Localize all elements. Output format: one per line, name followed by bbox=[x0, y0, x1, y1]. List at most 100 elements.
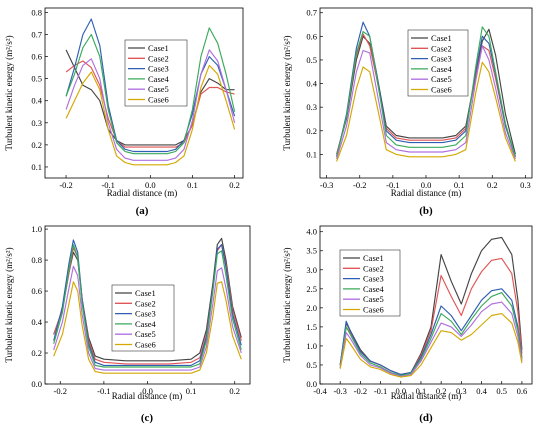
panel-label: (d) bbox=[419, 412, 433, 424]
y-tick-label: 3.0 bbox=[306, 265, 317, 275]
x-tick-label: -0.4 bbox=[313, 386, 327, 396]
series-line-case2 bbox=[336, 33, 516, 157]
legend-label: Case6 bbox=[431, 85, 452, 95]
series-line-case6 bbox=[336, 61, 516, 162]
legend-label: Case3 bbox=[148, 64, 169, 74]
series-line-case3 bbox=[65, 18, 236, 153]
legend-box bbox=[124, 39, 188, 107]
y-tick-label: 0.6 bbox=[31, 52, 42, 62]
y-tick-label: 3.5 bbox=[306, 246, 317, 256]
x-axis-label: Radial distance (m) bbox=[112, 391, 182, 401]
plot-frame bbox=[319, 225, 533, 385]
x-tick-label: -0.3 bbox=[320, 180, 333, 190]
y-tick-label: 0.2 bbox=[31, 140, 42, 150]
x-tick-label: 0.0 bbox=[421, 180, 432, 190]
y-tick-label: 0.6 bbox=[31, 286, 42, 296]
x-tick-label: 0.2 bbox=[229, 386, 240, 396]
series-line-case5 bbox=[53, 265, 242, 371]
x-tick-label: -0.1 bbox=[386, 180, 399, 190]
y-tick-label: 0.8 bbox=[31, 7, 42, 17]
legend-label: Case1 bbox=[135, 288, 156, 298]
x-tick-label: -0.3 bbox=[333, 386, 346, 396]
x-tick-label: -0.2 bbox=[59, 180, 72, 190]
plot-frame bbox=[44, 7, 244, 179]
legend-label: Case3 bbox=[135, 309, 156, 319]
x-tick-label: 0.2 bbox=[436, 386, 447, 396]
legend-label: Case2 bbox=[135, 298, 156, 308]
panel-label: (b) bbox=[419, 205, 433, 217]
series-line-case1 bbox=[339, 236, 523, 376]
panel-label: (c) bbox=[141, 412, 154, 424]
series-line-case3 bbox=[53, 239, 242, 366]
legend-label: Case2 bbox=[148, 53, 169, 63]
series-line-case1 bbox=[336, 28, 516, 155]
legend-label: Case4 bbox=[363, 284, 385, 294]
y-tick-label: 2.5 bbox=[306, 284, 317, 294]
series-line-case4 bbox=[53, 244, 242, 368]
legend-label: Case6 bbox=[363, 305, 384, 315]
y-tick-label: 2.0 bbox=[306, 303, 317, 313]
series-line-case6 bbox=[339, 313, 523, 378]
y-tick-label: 1.0 bbox=[306, 341, 317, 351]
x-tick-label: -0.2 bbox=[353, 180, 366, 190]
chart-panel-2: -0.3 -0.2 -0.1 0.0 0.1 0.2 0.3 0.1 0.2 0.3 0.4 0.5 0… bbox=[282, 7, 533, 217]
series-line-case4 bbox=[336, 26, 516, 157]
series-line-case5 bbox=[339, 301, 523, 377]
y-tick-label: 0.4 bbox=[31, 317, 42, 327]
x-tick-label: 0.0 bbox=[395, 386, 406, 396]
legend-label: Case2 bbox=[431, 43, 452, 53]
series-line-case4 bbox=[339, 292, 523, 377]
x-tick-label: 0.1 bbox=[416, 386, 427, 396]
series-line-case1 bbox=[53, 237, 242, 362]
y-tick-label: 0.4 bbox=[306, 79, 317, 89]
y-tick-label: 0.1 bbox=[306, 149, 317, 159]
y-tick-label: 0.0 bbox=[31, 379, 42, 389]
y-tick-label: 0.6 bbox=[306, 31, 317, 41]
panel-label: (a) bbox=[136, 205, 149, 217]
x-tick-label: 0.2 bbox=[229, 180, 240, 190]
x-tick-label: 0.5 bbox=[496, 386, 507, 396]
legend-label: Case1 bbox=[363, 253, 384, 263]
x-tick-label: 0.3 bbox=[520, 180, 531, 190]
legend-label: Case6 bbox=[135, 340, 156, 350]
chart-panel-4: -0.4 -0.3 -0.2 -0.1 0.0 0.1 0.2 0.3 0.4 0.5 0.6 0.0… bbox=[282, 225, 533, 424]
x-tick-label: -0.1 bbox=[374, 386, 387, 396]
x-tick-label: -0.1 bbox=[97, 386, 110, 396]
chart-panel-1: -0.2 -0.1 0.0 0.1 0.2 0.1 0.2 0.3 0.4 0.5 0.6 0.7 0.… bbox=[4, 7, 244, 217]
x-axis-label: Radial distance (m) bbox=[391, 188, 461, 198]
series-line-case2 bbox=[65, 60, 235, 148]
legend-label: Case4 bbox=[148, 74, 170, 84]
y-tick-label: 0.1 bbox=[31, 162, 42, 172]
y-tick-label: 0.0 bbox=[306, 379, 317, 389]
y-axis-label: Turbulent kinetic energy (m²/s²) bbox=[4, 35, 14, 150]
x-tick-label: -0.2 bbox=[354, 386, 367, 396]
legend-box bbox=[407, 29, 469, 97]
x-tick-label: 0.0 bbox=[145, 180, 156, 190]
series-line-case3 bbox=[336, 21, 516, 157]
y-tick-label: 0.5 bbox=[31, 74, 42, 84]
y-tick-label: 1.5 bbox=[306, 322, 317, 332]
y-tick-label: 0.7 bbox=[31, 29, 42, 39]
x-axis-label: Radial distance (m) bbox=[391, 391, 461, 401]
legend-label: Case1 bbox=[431, 33, 452, 43]
y-tick-label: 0.5 bbox=[306, 360, 317, 370]
y-tick-label: 0.2 bbox=[306, 126, 317, 136]
legend-label: Case4 bbox=[135, 319, 157, 329]
legend-label: Case4 bbox=[431, 64, 453, 74]
y-tick-label: 0.3 bbox=[306, 102, 317, 112]
y-tick-label: 0.3 bbox=[31, 118, 42, 128]
x-tick-label: 0.0 bbox=[142, 386, 153, 396]
series-line-case5 bbox=[336, 45, 516, 160]
legend-label: Case3 bbox=[363, 274, 384, 284]
legend-label: Case6 bbox=[148, 95, 169, 105]
series-line-case3 bbox=[339, 288, 523, 376]
y-tick-label: 0.2 bbox=[31, 348, 42, 358]
y-axis-label: Turbulent kinetic energy (m²/s²) bbox=[282, 247, 292, 362]
series-line-case6 bbox=[65, 64, 236, 166]
series-line-case6 bbox=[53, 281, 242, 374]
